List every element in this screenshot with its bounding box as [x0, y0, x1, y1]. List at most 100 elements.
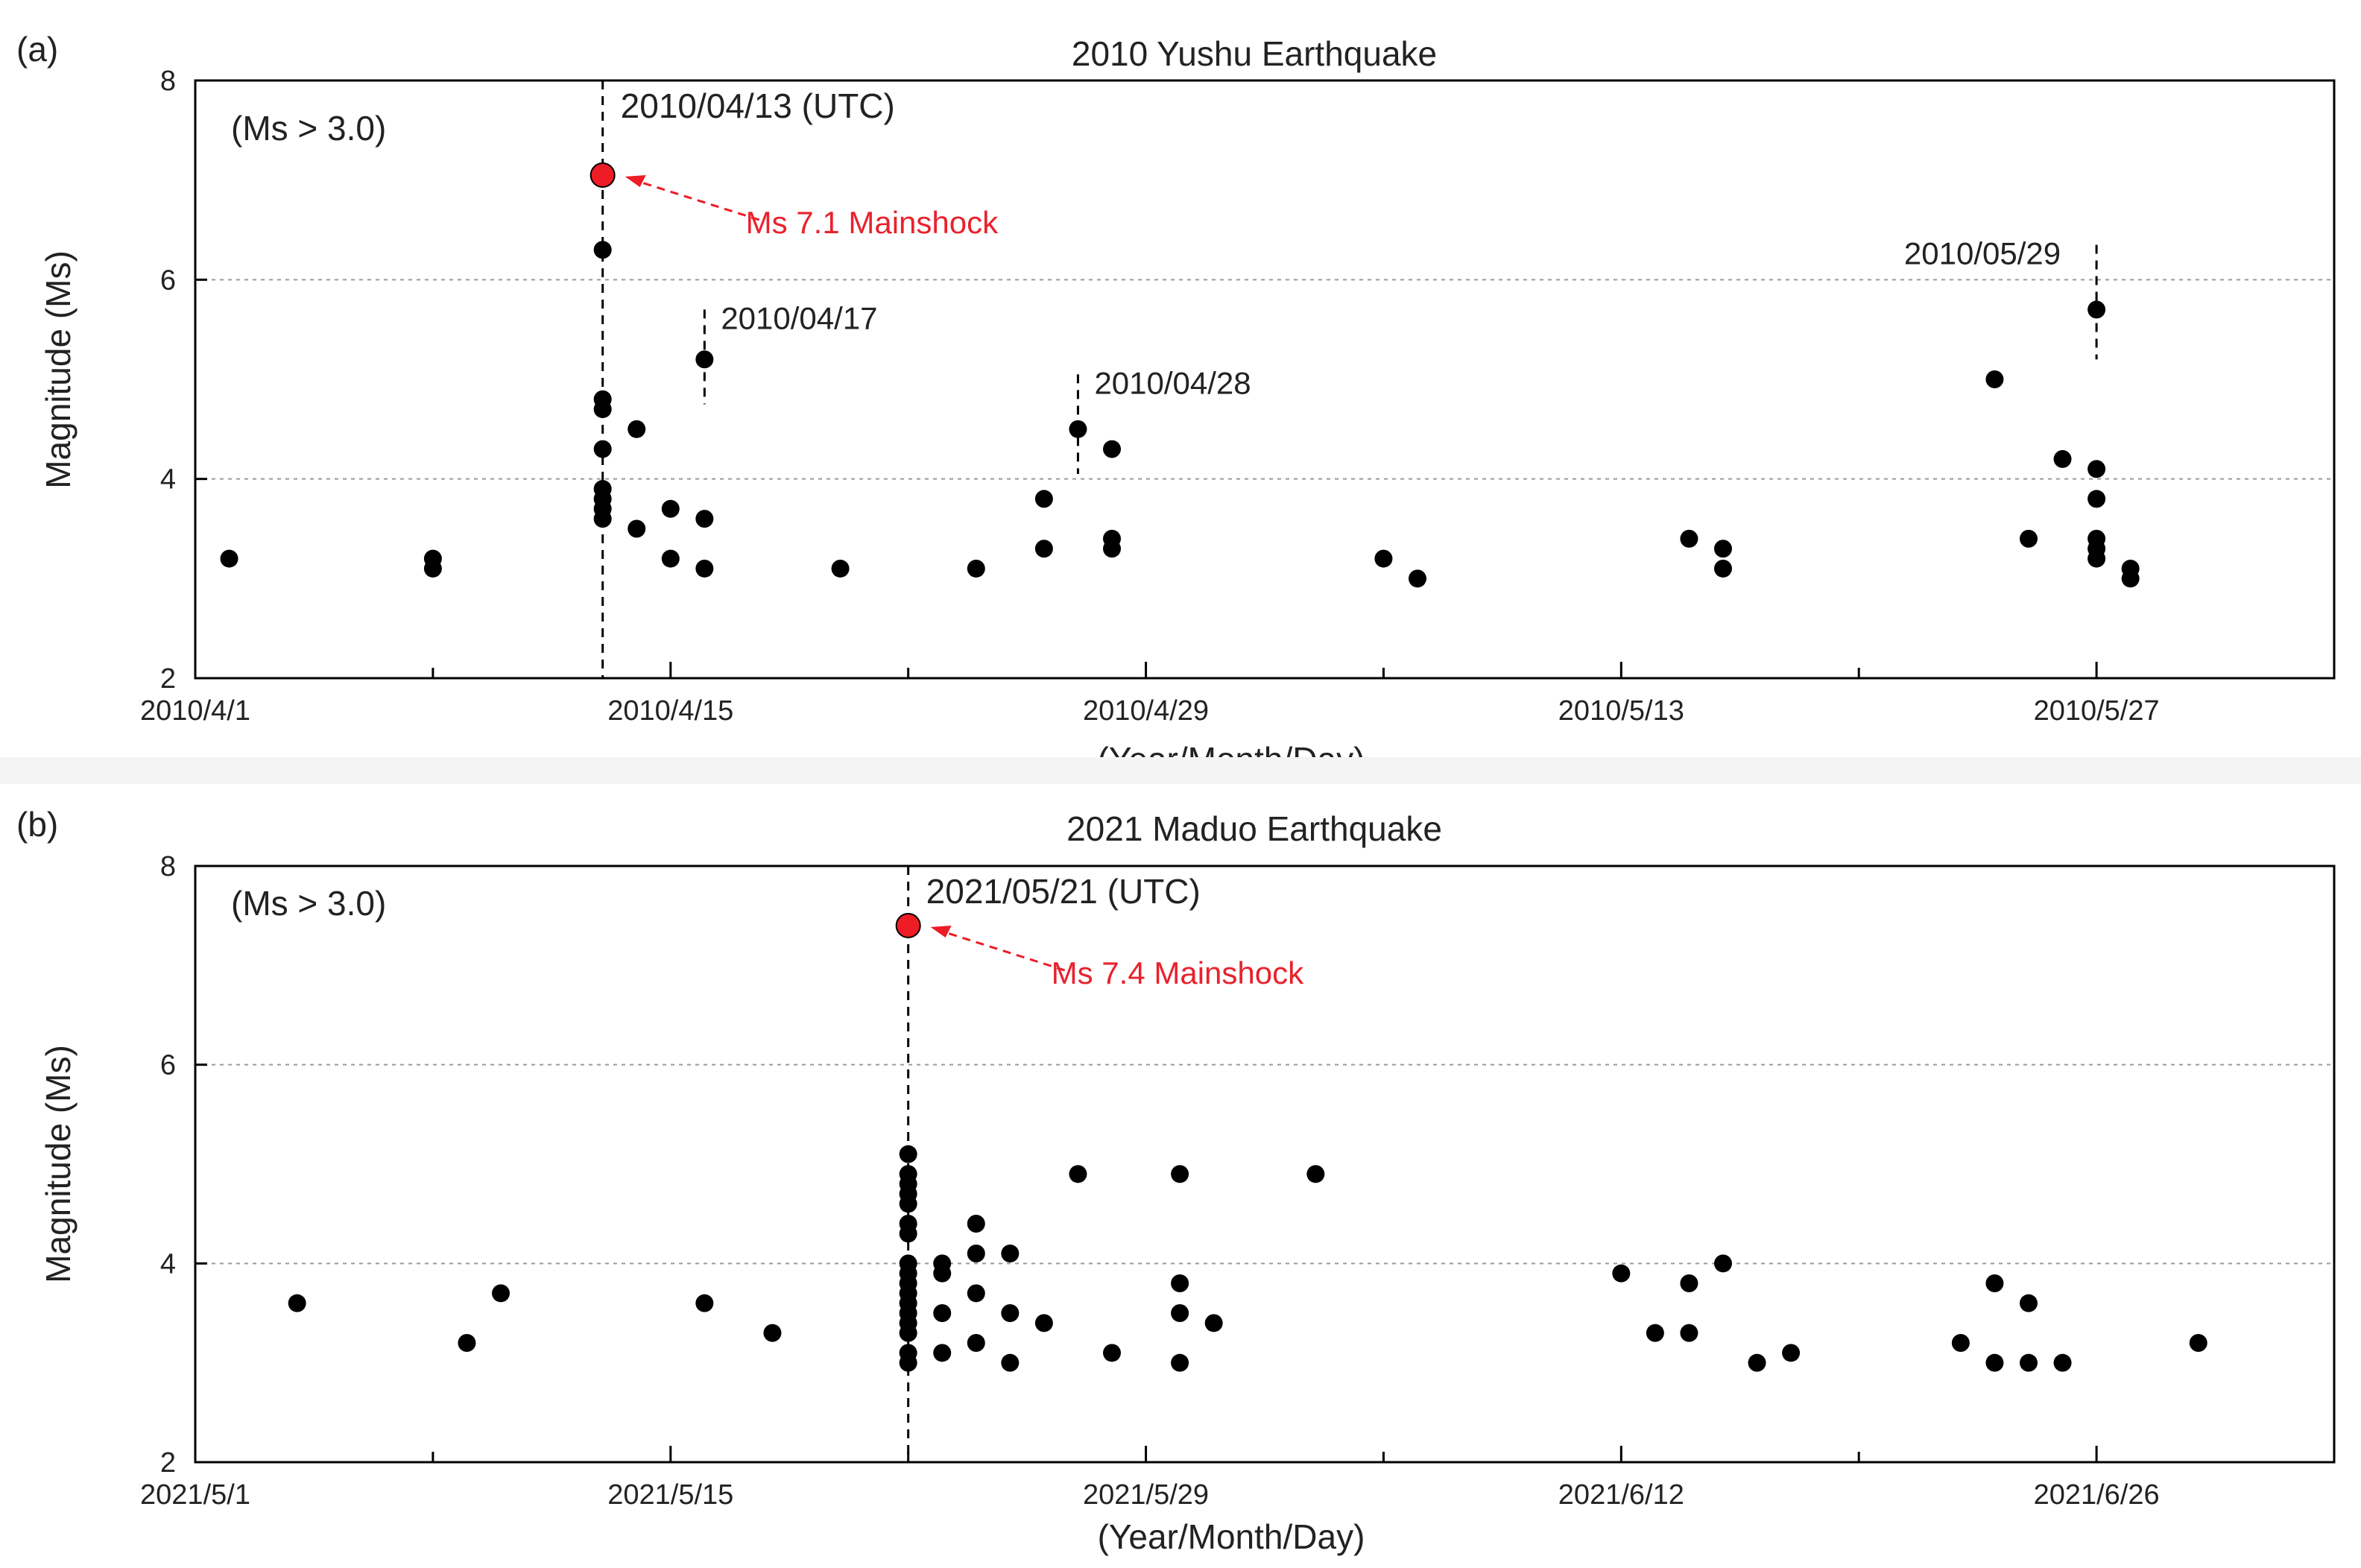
aftershock-point — [2053, 449, 2072, 468]
gridlines — [195, 1063, 2334, 1265]
mainshock-group: 2021/05/21 (UTC) Ms 7.4 Mainshock — [895, 872, 1304, 990]
aftershock-point — [661, 499, 680, 518]
mainshock-arrow-line — [632, 178, 760, 221]
aftershock-point — [593, 400, 612, 419]
y-axis-title: Magnitude (Ms) — [39, 250, 78, 489]
aftershock-point — [1612, 1264, 1631, 1283]
aftershock-point — [763, 1324, 782, 1342]
y-tick-label-8: 8 — [160, 66, 176, 97]
aftershock-point — [1680, 1324, 1698, 1342]
x-tick-label: 2010/4/1 — [140, 695, 250, 727]
aftershock-point — [288, 1294, 306, 1312]
aftershock-point — [899, 1324, 917, 1342]
x-tick-label: 2021/6/26 — [2034, 1479, 2160, 1511]
aftershock-point — [1034, 1314, 1053, 1333]
aftershock-point — [2020, 1353, 2038, 1372]
x-tick-label: 2021/6/12 — [1558, 1479, 1684, 1511]
aftershock-point — [1680, 529, 1698, 548]
x-tick-label: 2010/5/27 — [2034, 695, 2160, 727]
aftershock-point — [593, 440, 612, 458]
aftershock-point — [423, 559, 442, 578]
aftershock-point — [2121, 569, 2140, 588]
aftershock-point — [2087, 300, 2106, 319]
mainshock-point — [590, 162, 616, 188]
date-annotation-label: 2010/04/17 — [721, 300, 877, 335]
aftershock-point — [661, 549, 680, 568]
data-points — [288, 1145, 2207, 1372]
aftershock-point — [1001, 1353, 1020, 1372]
aftershock-point — [1714, 540, 1732, 558]
aftershock-point — [933, 1264, 952, 1283]
aftershock-point — [2020, 529, 2038, 548]
aftershock-point — [831, 559, 850, 578]
aftershock-point — [1001, 1304, 1020, 1322]
x-tick-label: 2021/5/29 — [1083, 1479, 1209, 1511]
aftershock-point — [933, 1344, 952, 1362]
aftershock-point — [1374, 549, 1393, 568]
aftershock-point — [1748, 1353, 1766, 1372]
aftershock-point — [1714, 1254, 1732, 1273]
aftershock-point — [1985, 370, 2004, 388]
aftershock-point — [492, 1284, 510, 1303]
data-points — [220, 241, 2140, 588]
mainshock-date-label: 2010/04/13 (UTC) — [621, 86, 895, 125]
aftershock-point — [628, 420, 646, 438]
chart-title: 2021 Maduo Earthquake — [1066, 809, 1442, 848]
aftershock-point — [695, 559, 714, 578]
aftershock-point — [899, 1224, 917, 1243]
x-axis-title: (Year/Month/Day) — [1098, 1517, 1365, 1556]
aftershock-point — [1985, 1353, 2004, 1372]
aftershock-point — [967, 1245, 985, 1262]
aftershock-point — [2087, 549, 2106, 568]
chart-svg-b: 2 4 6 8 2021/5/1 2021/5/15 2021/5/29 2021/6/12… — [16, 805, 2336, 1556]
aftershock-point — [593, 241, 612, 259]
aftershock-point — [967, 559, 985, 578]
x-tick-label: 2021/5/15 — [607, 1479, 733, 1511]
aftershock-point — [1034, 490, 1053, 508]
aftershock-point — [1646, 1324, 1664, 1342]
aftershock-point — [1782, 1344, 1801, 1362]
x-ticks: 2021/5/1 2021/5/15 2021/5/29 2021/6/12 2021/… — [140, 1446, 2160, 1511]
aftershock-point — [1103, 1344, 1121, 1362]
aftershock-point — [2189, 1334, 2207, 1352]
aftershock-point — [220, 549, 238, 568]
x-tick-label: 2010/4/29 — [1083, 695, 1209, 727]
aftershock-point — [695, 350, 714, 369]
aftershock-point — [1171, 1274, 1189, 1292]
panel-label: (a) — [16, 30, 58, 69]
aftershock-point — [899, 1145, 917, 1163]
aftershock-point — [1103, 440, 1121, 458]
aftershock-point — [1171, 1353, 1189, 1372]
mainshock-arrow-line — [938, 929, 1066, 972]
aftershock-point — [628, 519, 646, 538]
aftershock-point — [2087, 490, 2106, 508]
aftershock-point — [1171, 1165, 1189, 1183]
y-ticks: 2 4 6 8 — [160, 851, 207, 1479]
aftershock-point — [933, 1304, 952, 1322]
mainshock-arrow-head — [930, 926, 952, 938]
x-tick-label: 2021/5/1 — [140, 1479, 250, 1511]
aftershock-point — [967, 1334, 985, 1352]
aftershock-point — [899, 1353, 917, 1372]
aftershock-point — [458, 1334, 476, 1352]
aftershock-point — [1069, 1165, 1087, 1183]
aftershock-point — [1001, 1245, 1020, 1262]
chart-svg-a: 2010/04/17 2010/04/28 2010/05/29 2 4 6 8 2010… — [16, 30, 2336, 779]
aftershock-point — [1171, 1304, 1189, 1322]
x-tick-label: 2010/4/15 — [607, 695, 733, 727]
annotation-lines: 2010/04/17 2010/04/28 2010/05/29 — [703, 236, 2098, 474]
x-ticks: 2010/4/1 2010/4/15 2010/4/29 2010/5/13 2010/… — [140, 662, 2160, 727]
mainshock-group: 2010/04/13 (UTC) Ms 7.1 Mainshock — [590, 86, 999, 240]
aftershock-point — [1714, 559, 1732, 578]
aftershock-point — [1680, 1274, 1698, 1292]
aftershock-point — [1103, 540, 1121, 558]
chart-panel-b: 2 4 6 8 2021/5/1 2021/5/15 2021/5/29 2021/6/12… — [0, 784, 2361, 1568]
y-tick-label-4: 4 — [160, 464, 176, 496]
aftershock-point — [1985, 1274, 2004, 1292]
aftershock-point — [967, 1284, 985, 1303]
y-tick-label-6: 6 — [160, 265, 176, 296]
plot-frame — [194, 864, 2336, 1464]
mainshock-label: Ms 7.1 Mainshock — [746, 205, 999, 240]
aftershock-point — [2053, 1353, 2072, 1372]
panel-divider-band — [0, 757, 2361, 784]
